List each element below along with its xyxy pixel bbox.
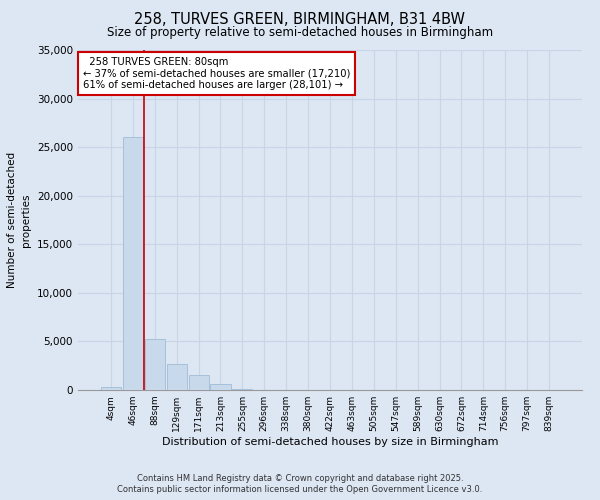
Text: Size of property relative to semi-detached houses in Birmingham: Size of property relative to semi-detach… [107,26,493,39]
Bar [123,138,143,390]
Text: 258, TURVES GREEN, BIRMINGHAM, B31 4BW: 258, TURVES GREEN, BIRMINGHAM, B31 4BW [134,12,466,28]
Y-axis label: Number of semi-detached
properties: Number of semi-detached properties [7,152,31,288]
Bar [167,364,187,390]
Text: 258 TURVES GREEN: 80sqm
← 37% of semi-detached houses are smaller (17,210)
61% o: 258 TURVES GREEN: 80sqm ← 37% of semi-de… [83,57,350,90]
Bar [188,376,209,390]
Bar [101,387,121,390]
Bar [211,384,230,390]
X-axis label: Distribution of semi-detached houses by size in Birmingham: Distribution of semi-detached houses by … [162,437,498,447]
Text: Contains HM Land Registry data © Crown copyright and database right 2025.
Contai: Contains HM Land Registry data © Crown c… [118,474,482,494]
Bar [145,340,165,390]
Bar [232,389,253,390]
